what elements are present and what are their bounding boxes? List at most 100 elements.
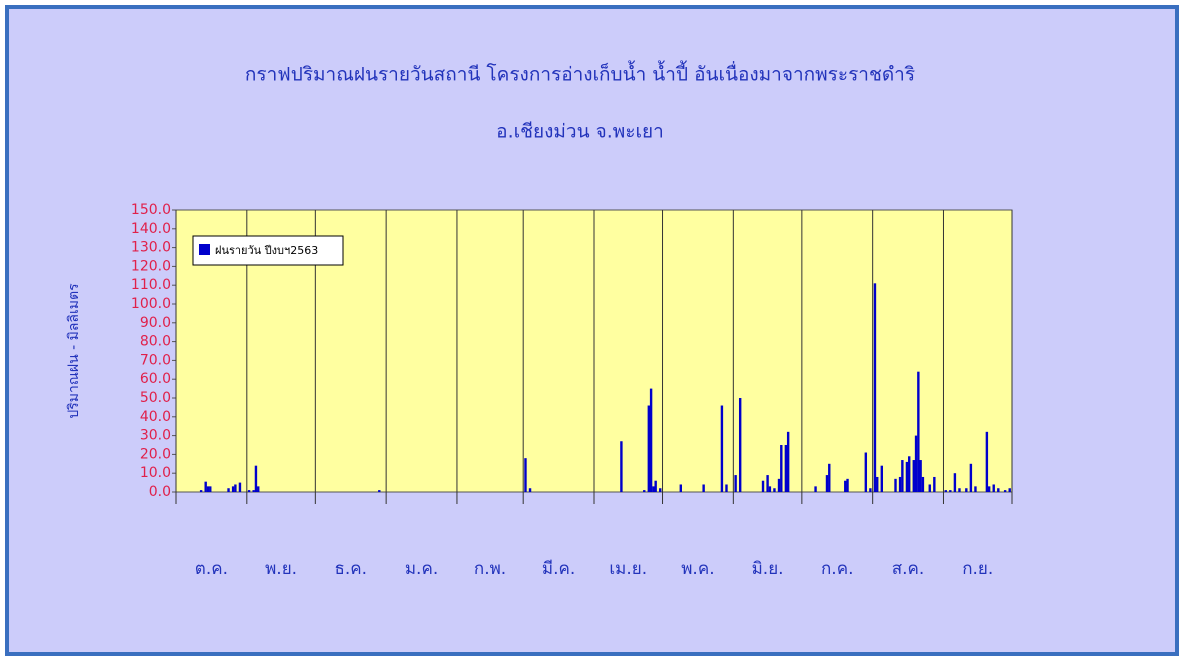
- bar: [901, 460, 904, 492]
- bar: [864, 452, 868, 492]
- bar: [873, 283, 877, 492]
- bar: [734, 475, 737, 492]
- bar: [204, 481, 207, 492]
- bar: [908, 456, 911, 492]
- chart-subtitle: อ.เชียงม่วน จ.พะเยา: [496, 121, 664, 143]
- bar: [974, 486, 977, 492]
- y-tick-label: 40.0: [140, 409, 171, 425]
- bar: [880, 465, 884, 492]
- bar: [786, 431, 790, 492]
- bar: [777, 478, 781, 492]
- x-tick-label: ส.ค.: [892, 559, 925, 579]
- bar: [247, 490, 251, 492]
- bar: [969, 463, 973, 492]
- y-tick-label: 100.0: [131, 296, 171, 312]
- y-tick-label: 60.0: [140, 371, 171, 387]
- bar: [953, 473, 957, 492]
- bar: [1008, 488, 1011, 492]
- bar: [894, 478, 897, 492]
- bar: [919, 460, 922, 492]
- bar: [738, 398, 742, 492]
- x-tick-label: เม.ย.: [609, 559, 647, 579]
- legend-label: ฝนรายวัน ปีงบฯ2563: [215, 244, 318, 257]
- bar: [659, 488, 662, 492]
- bar: [254, 465, 258, 492]
- bar: [227, 488, 230, 492]
- bar: [784, 445, 788, 492]
- y-tick-label: 30.0: [140, 428, 171, 444]
- bar: [958, 488, 961, 492]
- bar: [1003, 490, 1007, 492]
- bar: [944, 490, 947, 492]
- bar: [378, 490, 381, 492]
- y-tick-label: 70.0: [140, 352, 171, 368]
- bar: [702, 484, 705, 492]
- bar: [914, 435, 918, 492]
- bar: [992, 484, 995, 492]
- bar: [206, 486, 210, 492]
- y-tick-label: 90.0: [140, 315, 171, 331]
- bar: [761, 480, 765, 492]
- y-tick-label: 150.0: [131, 202, 171, 218]
- bar: [252, 490, 255, 492]
- bar: [654, 480, 657, 492]
- y-tick-label: 130.0: [131, 240, 171, 256]
- bar: [898, 476, 902, 492]
- bar: [647, 405, 651, 492]
- y-tick-label: 120.0: [131, 258, 171, 274]
- x-tick-label: ธ.ค.: [334, 559, 367, 579]
- bar: [985, 431, 989, 492]
- y-tick-label: 80.0: [140, 334, 171, 350]
- bar: [238, 482, 242, 492]
- x-tick-label: พ.ค.: [681, 559, 714, 579]
- bar: [524, 458, 527, 492]
- bar: [825, 475, 829, 492]
- bar: [725, 484, 728, 492]
- chart-title: กราฟปริมาณฝนรายวันสถานี โครงการอ่างเก็บน…: [245, 61, 915, 86]
- bar: [766, 475, 769, 492]
- bar: [949, 490, 952, 492]
- bar: [720, 405, 724, 492]
- bar: [928, 484, 931, 492]
- legend-box: [192, 235, 344, 266]
- bar: [933, 476, 936, 492]
- bar: [528, 488, 532, 492]
- bar: [620, 441, 623, 492]
- bar: [987, 486, 991, 492]
- bar: [209, 486, 212, 492]
- y-tick-label: 0.0: [149, 484, 171, 500]
- bar: [876, 476, 879, 492]
- x-tick-label: ก.พ.: [474, 559, 506, 579]
- bar: [921, 476, 925, 492]
- x-tick-label: ม.ค.: [405, 559, 438, 579]
- y-tick-label: 20.0: [140, 446, 171, 462]
- bar: [780, 445, 783, 492]
- bar: [234, 484, 237, 492]
- x-tick-label: ต.ค.: [195, 559, 228, 579]
- bar: [997, 488, 1000, 492]
- y-tick-label: 110.0: [131, 277, 171, 293]
- legend-swatch: [199, 244, 210, 255]
- bar: [768, 486, 772, 492]
- bar: [231, 486, 235, 492]
- bar: [869, 488, 872, 492]
- bar: [643, 490, 646, 492]
- bar: [846, 478, 849, 492]
- bar: [652, 486, 655, 492]
- bar: [844, 480, 847, 492]
- x-tick-label: ก.ค.: [821, 559, 853, 579]
- x-tick-label: มี.ค.: [542, 559, 575, 579]
- bar: [828, 463, 831, 492]
- bar: [199, 490, 203, 492]
- bar: [649, 388, 653, 492]
- bar: [905, 461, 909, 492]
- bar: [965, 488, 968, 492]
- y-tick-label: 10.0: [140, 465, 171, 481]
- x-tick-label: พ.ย.: [265, 559, 297, 579]
- bar: [917, 371, 920, 492]
- bar: [773, 488, 776, 492]
- bar: [814, 486, 817, 492]
- bar: [679, 484, 682, 492]
- y-axis-title: ปริมาณฝน - มิลลิเมตร: [66, 283, 82, 419]
